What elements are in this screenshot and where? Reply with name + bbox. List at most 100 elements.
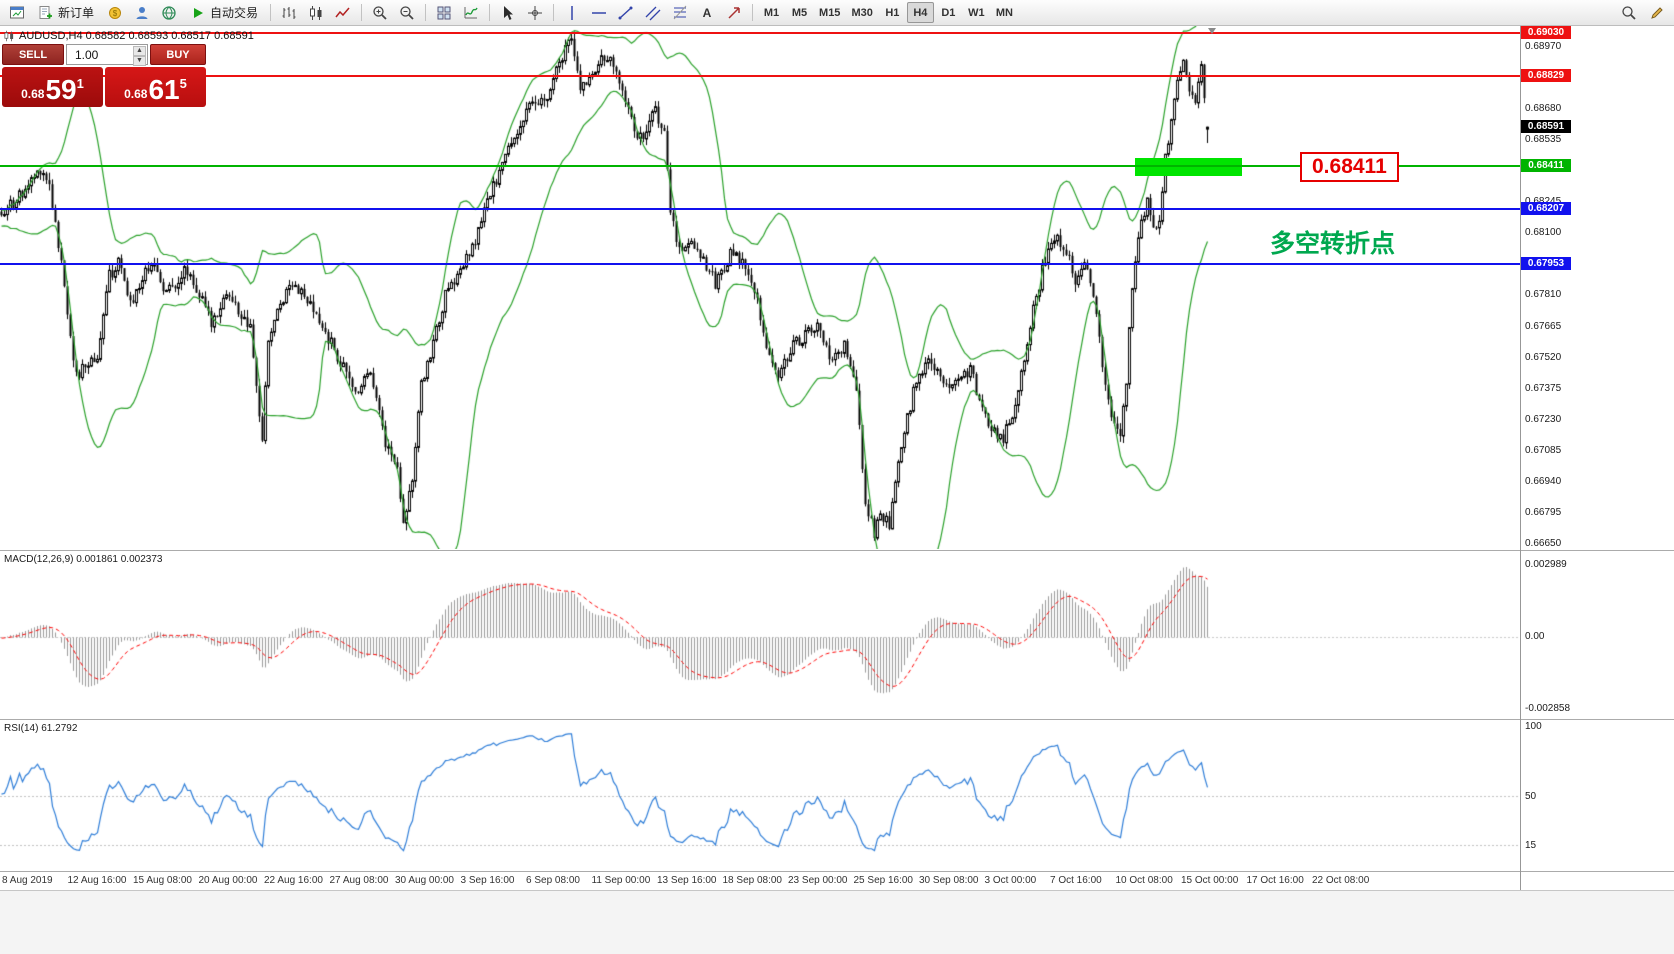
- toolbar-separator: [752, 4, 754, 21]
- candlestick-icon: [310, 5, 322, 20]
- bar-chart-button[interactable]: [276, 2, 302, 23]
- bar-chart-icon: [282, 6, 296, 19]
- crosshair-button[interactable]: [522, 2, 548, 23]
- timeframe-button-m5[interactable]: M5: [786, 2, 813, 23]
- horizontal-line-button[interactable]: [586, 2, 612, 23]
- macd-indicator-pane: MACD(12,26,9) 0.001861 0.002373 0.002989…: [0, 550, 1674, 720]
- time-axis-label: 10 Oct 08:00: [1115, 875, 1173, 886]
- line-chart-icon: [335, 7, 350, 17]
- indicators-button[interactable]: [458, 2, 484, 23]
- new-order-label: 新订单: [58, 6, 95, 20]
- macd-axis-zero: 0.00: [1525, 631, 1545, 642]
- toolbar-separator: [553, 4, 555, 21]
- trendline-button[interactable]: [613, 2, 639, 23]
- toolbar-separator: [270, 4, 272, 21]
- arrow-tool-button[interactable]: [721, 2, 747, 23]
- volume-spinner: ▲ ▼: [133, 46, 146, 66]
- timeframe-button-w1[interactable]: W1: [963, 2, 990, 23]
- volume-input[interactable]: 1.00 ▲ ▼: [66, 44, 148, 66]
- price-axis-tick: 0.67375: [1525, 382, 1562, 394]
- svg-text:$: $: [113, 9, 118, 18]
- candlestick-chart-button[interactable]: [303, 2, 329, 23]
- autotrading-play-icon: [194, 7, 204, 18]
- timeframe-button-m1[interactable]: M1: [758, 2, 785, 23]
- accounts-button[interactable]: [129, 2, 155, 23]
- fibonacci-icon: [673, 5, 687, 19]
- horizontal-level-line-0.69030[interactable]: [0, 32, 1520, 35]
- time-axis-label: 11 Sep 00:00: [591, 875, 651, 886]
- time-axis-label: 30 Aug 00:00: [395, 875, 454, 886]
- zoom-out-button[interactable]: [394, 2, 420, 23]
- time-axis[interactable]: 8 Aug 2019 12 Aug 16:00 15 Aug 08:00 20 Aug…: [0, 872, 1674, 890]
- pencil-button[interactable]: [1644, 2, 1670, 23]
- timeframe-button-mn[interactable]: MN: [991, 2, 1018, 23]
- zoom-in-button[interactable]: [367, 2, 393, 23]
- volume-increase-button[interactable]: ▲: [133, 46, 146, 56]
- chart-shift-marker: [1208, 28, 1216, 34]
- price-axis-tick: 0.66650: [1525, 537, 1562, 549]
- chart-window-icon: [10, 6, 24, 18]
- time-axis-label: 3 Sep 16:00: [460, 875, 515, 886]
- fibonacci-button[interactable]: [667, 2, 693, 23]
- candlestick-canvas[interactable]: [0, 26, 1520, 549]
- quotes-coin-icon: $: [109, 6, 122, 19]
- arrow-tool-icon: [728, 6, 740, 19]
- timeframe-button-h1[interactable]: H1: [879, 2, 906, 23]
- timeframe-button-m30[interactable]: M30: [846, 2, 877, 23]
- buy-price-display[interactable]: 0.68 61 5: [105, 67, 206, 107]
- price-chart-pane: AUDUSD,H4 0.68582 0.68593 0.68517 0.6859…: [0, 26, 1674, 550]
- highlight-zone-rect[interactable]: [1135, 158, 1242, 176]
- tile-windows-button[interactable]: [431, 2, 457, 23]
- macd-label: MACD(12,26,9) 0.001861 0.002373: [4, 554, 163, 565]
- rsi-axis-15: 15: [1525, 840, 1537, 851]
- globe-icon: [162, 5, 176, 20]
- price-axis-tick: 0.67520: [1525, 351, 1562, 363]
- horizontal-level-line-0.68829[interactable]: [0, 75, 1520, 78]
- horizontal-line-icon: [592, 11, 607, 14]
- time-axis-label: 22 Aug 16:00: [264, 875, 323, 886]
- rsi-indicator-pane: RSI(14) 61.2792 100 50 15: [0, 720, 1674, 872]
- rsi-canvas[interactable]: [0, 720, 1520, 870]
- price-callout-label[interactable]: 0.68411: [1300, 152, 1399, 182]
- web-terminal-button[interactable]: [156, 2, 182, 23]
- channel-button[interactable]: [640, 2, 666, 23]
- autotrading-button[interactable]: 自动交易: [183, 2, 265, 23]
- quotes-button[interactable]: $: [102, 2, 128, 23]
- sell-price-pips: 59: [45, 74, 77, 105]
- vertical-line-button[interactable]: [559, 2, 585, 23]
- turning-point-note[interactable]: 多空转折点: [1270, 229, 1396, 258]
- horizontal-level-line-0.68411[interactable]: [0, 164, 1520, 167]
- time-axis-label: 30 Sep 08:00: [919, 875, 979, 886]
- chart-window-button[interactable]: [4, 2, 30, 23]
- horizontal-level-line-0.67953[interactable]: [0, 262, 1520, 265]
- price-tag-0.68207: 0.68207: [1521, 202, 1571, 216]
- svg-text:A: A: [703, 6, 712, 20]
- price-tag-0.67953: 0.67953: [1521, 256, 1571, 270]
- search-button[interactable]: [1616, 2, 1642, 23]
- macd-canvas[interactable]: [0, 552, 1520, 720]
- price-axis-tick: 0.68535: [1525, 134, 1562, 146]
- timeframe-button-m15[interactable]: M15: [814, 2, 845, 23]
- equidistant-channel-icon: [645, 6, 661, 20]
- horizontal-level-line-0.68207[interactable]: [0, 208, 1520, 211]
- volume-value[interactable]: 1.00: [75, 47, 99, 62]
- time-axis-label: 7 Oct 16:00: [1050, 875, 1102, 886]
- trendline-icon: [618, 6, 633, 19]
- autotrading-label: 自动交易: [210, 6, 259, 20]
- timeframe-button-d1[interactable]: D1: [935, 2, 962, 23]
- volume-decrease-button[interactable]: ▼: [133, 56, 146, 66]
- buy-button[interactable]: BUY: [150, 44, 206, 65]
- sell-price-display[interactable]: 0.68 59 1: [2, 67, 103, 107]
- new-order-button[interactable]: 新订单: [31, 2, 101, 23]
- indicators-icon: [464, 6, 478, 18]
- sell-button[interactable]: SELL: [2, 44, 64, 65]
- accounts-icon: [136, 6, 148, 19]
- cursor-button[interactable]: [495, 2, 521, 23]
- timeframe-button-h4[interactable]: H4: [906, 2, 934, 23]
- text-tool-button[interactable]: A: [694, 2, 720, 23]
- time-axis-label: 23 Sep 00:00: [788, 875, 848, 886]
- text-tool-icon: A: [703, 6, 712, 20]
- pencil-icon: [1651, 6, 1663, 19]
- line-chart-button[interactable]: [330, 2, 356, 23]
- trade-panel-prices: 0.68 59 1 0.68 61 5: [2, 67, 206, 107]
